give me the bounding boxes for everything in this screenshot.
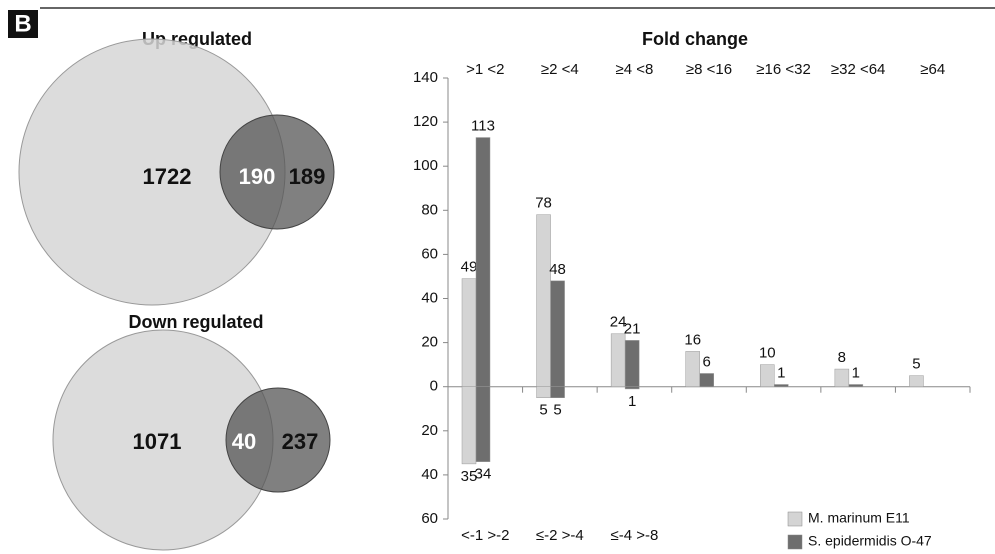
y-tick-label: 60 [421,245,438,262]
venn-count: 237 [282,429,319,454]
y-tick-label: 140 [413,69,438,86]
bar [610,333,626,387]
value-label: 34 [475,466,492,483]
value-label: 113 [471,118,495,135]
y-tick-label: 60 [421,510,438,527]
x-tick-label-bottom: <-1 >-2 [461,527,509,544]
venn-count: 1071 [133,429,182,454]
bar [550,386,565,398]
value-label: 21 [624,320,641,337]
legend-label: S. epidermidis O-47 [808,533,932,549]
value-label: 5 [912,356,920,373]
y-tick-label: 120 [413,113,438,130]
venn-circle [219,114,335,230]
bar [834,368,850,387]
y-tick-label: 100 [413,157,438,174]
x-tick-label: ≥64 [920,61,945,78]
bar [774,384,789,387]
bar [550,280,565,387]
venn-count: 189 [289,164,326,189]
y-tick-label: 20 [421,334,438,351]
y-tick-label: 0 [430,378,438,395]
venn-title: Down regulated [128,312,263,332]
bar [536,386,551,398]
value-label: 24 [610,314,627,331]
value-label: 6 [703,353,711,370]
bar [699,373,714,387]
x-tick-label-bottom: ≤-4 >-8 [611,527,659,544]
value-label: 78 [535,195,552,212]
x-tick-label: >1 <2 [466,61,504,78]
panel-label-box [8,10,38,38]
venn-circle [225,387,331,493]
bar [624,340,640,387]
value-label: 1 [628,393,636,410]
value-label: 48 [549,261,566,278]
y-tick-label: 80 [421,201,438,218]
value-label: 8 [838,349,846,366]
bar [475,386,491,462]
legend-swatch [787,534,803,550]
legend-label: M. marinum E11 [808,510,910,526]
y-tick-label: 20 [421,422,438,439]
value-label: 1 [852,364,860,381]
bar [909,375,924,387]
bar [848,384,864,387]
panel-label: B [14,10,31,37]
x-tick-label-bottom: ≤-2 >-4 [536,527,584,544]
venn-count: 40 [232,429,256,454]
value-label: 10 [759,345,776,362]
x-tick-label: ≥32 <64 [831,61,886,78]
y-tick-label: 40 [421,289,438,306]
x-tick-label: ≥2 <4 [541,61,579,78]
value-label: 5 [539,402,547,419]
bar [760,364,775,387]
value-label: 1 [777,364,785,381]
value-label: 16 [684,331,701,348]
value-label: 35 [461,468,478,485]
bar [685,351,700,387]
bar [461,386,477,465]
x-tick-label: ≥4 <8 [615,61,653,78]
x-tick-label: ≥16 <32 [756,61,811,78]
bar [475,137,491,387]
value-label: 5 [553,402,561,419]
bar [624,386,640,390]
legend-swatch [787,511,803,527]
value-label: 49 [461,259,478,276]
bar [461,278,477,387]
x-tick-label: ≥8 <16 [686,61,732,78]
y-tick-label: 40 [421,466,438,483]
bar [536,214,551,387]
chart-title: Fold change [642,29,748,49]
venn-count: 1722 [143,164,192,189]
venn-count: 190 [239,164,276,189]
